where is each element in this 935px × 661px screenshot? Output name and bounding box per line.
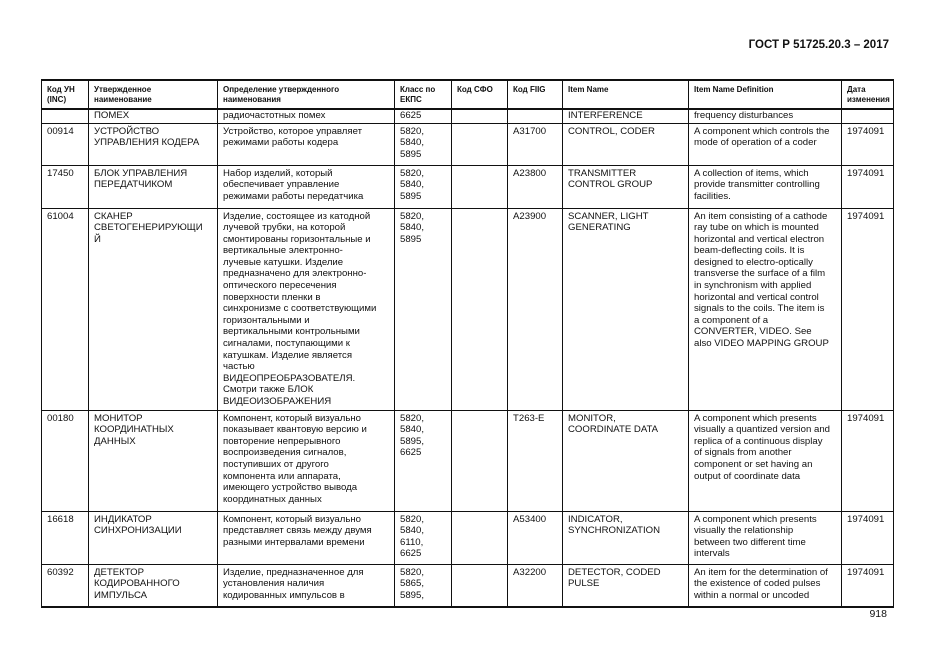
table-cell: радиочастотных помех — [217, 108, 395, 124]
table-cell: Компонент, который визуально представляе… — [217, 510, 395, 565]
table-cell: DETECTOR, CODED PULSE — [562, 563, 689, 608]
column-header: Класс по ЕКПС — [394, 79, 452, 110]
table-cell: A collection of items, which provide tra… — [688, 164, 842, 209]
table-row: ПОМЕХ радиочастотных помех 6625 INTERFERENC… — [41, 108, 894, 124]
table-cell: 5820, 5865, 5895, — [394, 563, 452, 608]
table-row: 17450 БЛОК УПРАВЛЕНИЯ ПЕРЕДАТЧИКОМ Набор и… — [41, 164, 894, 209]
table-row: 60392 ДЕТЕКТОР КОДИРОВАННОГО ИМПУЛЬСА Изде… — [41, 563, 894, 608]
table-cell: INDICATOR, SYNCHRONIZATION — [562, 510, 689, 565]
table-cell: A component which presents visually the … — [688, 510, 842, 565]
column-header: Код УН (INC) — [41, 79, 89, 110]
table-cell: An item for the determination of the exi… — [688, 563, 842, 608]
table-cell: УСТРОЙСТВО УПРАВЛЕНИЯ КОДЕРА — [88, 122, 218, 166]
table-cell — [41, 108, 89, 124]
column-header: Item Name Definition — [688, 79, 842, 110]
table-cell: 16618 — [41, 510, 89, 565]
table-cell: A53400 — [507, 510, 563, 565]
table-cell: A component which presents visually a qu… — [688, 409, 842, 512]
table-cell: 1974091 — [841, 563, 894, 608]
table-cell: SCANNER, LIGHT GENERATING — [562, 207, 689, 411]
table-cell: A32200 — [507, 563, 563, 608]
table-row: 61004 СКАНЕР СВЕТОГЕНЕРИРУЮЩИ Й Изделие, с… — [41, 207, 894, 411]
table-cell: 61004 — [41, 207, 89, 411]
document-title: ГОСТ Р 51725.20.3 – 2017 — [748, 39, 889, 51]
table-cell: 00914 — [41, 122, 89, 166]
table-cell: БЛОК УПРАВЛЕНИЯ ПЕРЕДАТЧИКОМ — [88, 164, 218, 209]
table-cell: 17450 — [41, 164, 89, 209]
data-table: Код УН (INC) Утвержденное наименование Опр… — [41, 79, 894, 609]
table-cell: A23900 — [507, 207, 563, 411]
table-row: 00914 УСТРОЙСТВО УПРАВЛЕНИЯ КОДЕРА Устройс… — [41, 122, 894, 166]
table-cell: Компонент, который визуально показывает … — [217, 409, 395, 512]
table-cell — [451, 563, 508, 608]
table-cell: Набор изделий, который обеспечивает упра… — [217, 164, 395, 209]
column-header: Дата изменения — [841, 79, 894, 110]
table-cell: ДЕТЕКТОР КОДИРОВАННОГО ИМПУЛЬСА — [88, 563, 218, 608]
table-cell: MONITOR, COORDINATE DATA — [562, 409, 689, 512]
table-cell — [451, 108, 508, 124]
table-cell — [451, 510, 508, 565]
page-number: 918 — [869, 608, 887, 620]
table-cell — [507, 108, 563, 124]
table-cell: An item consisting of a cathode ray tube… — [688, 207, 842, 411]
table-row: 00180 МОНИТОР КООРДИНАТНЫХ ДАННЫХ Компонен… — [41, 409, 894, 512]
table-cell: 5820, 5840, 5895 — [394, 122, 452, 166]
table-cell: 1974091 — [841, 510, 894, 565]
table-cell: TRANSMITTER CONTROL GROUP — [562, 164, 689, 209]
table-header-row: Код УН (INC) Утвержденное наименование Опр… — [41, 79, 894, 110]
column-header: Код FIIG — [507, 79, 563, 110]
table-cell: 1974091 — [841, 164, 894, 209]
table-row: 16618 ИНДИКАТОР СИНХРОНИЗАЦИИ Компонент, к… — [41, 510, 894, 565]
column-header: Item Name — [562, 79, 689, 110]
column-header: Утвержденное наименование — [88, 79, 218, 110]
table-cell: 00180 — [41, 409, 89, 512]
table-cell — [841, 108, 894, 124]
table-cell — [451, 122, 508, 166]
table-cell: 1974091 — [841, 122, 894, 166]
table-cell: 5820, 5840, 6110, 6625 — [394, 510, 452, 565]
table-cell: ИНДИКАТОР СИНХРОНИЗАЦИИ — [88, 510, 218, 565]
table-cell: CONTROL, CODER — [562, 122, 689, 166]
table-cell: 5820, 5840, 5895 — [394, 164, 452, 209]
table-cell — [451, 207, 508, 411]
table-cell — [451, 409, 508, 512]
table-cell: 5820, 5840, 5895 — [394, 207, 452, 411]
table-cell — [451, 164, 508, 209]
table-cell: Изделие, предназначенное для установлени… — [217, 563, 395, 608]
table-cell: INTERFERENCE — [562, 108, 689, 124]
table-cell: Изделие, состоящее из катодной лучевой т… — [217, 207, 395, 411]
table-cell: 1974091 — [841, 207, 894, 411]
table-cell: Устройство, которое управляет режимами р… — [217, 122, 395, 166]
table-cell: A component which controls the mode of o… — [688, 122, 842, 166]
table-cell: A23800 — [507, 164, 563, 209]
table-cell: frequency disturbances — [688, 108, 842, 124]
table-cell: A31700 — [507, 122, 563, 166]
table-cell: ПОМЕХ — [88, 108, 218, 124]
column-header: Определение утвержденного наименования — [217, 79, 395, 110]
table-cell: СКАНЕР СВЕТОГЕНЕРИРУЮЩИ Й — [88, 207, 218, 411]
table-cell: 5820, 5840, 5895, 6625 — [394, 409, 452, 512]
table-cell: T263-E — [507, 409, 563, 512]
table-cell: 1974091 — [841, 409, 894, 512]
column-header: Код СФО — [451, 79, 508, 110]
table-cell: 6625 — [394, 108, 452, 124]
table-cell: МОНИТОР КООРДИНАТНЫХ ДАННЫХ — [88, 409, 218, 512]
table-cell: 60392 — [41, 563, 89, 608]
